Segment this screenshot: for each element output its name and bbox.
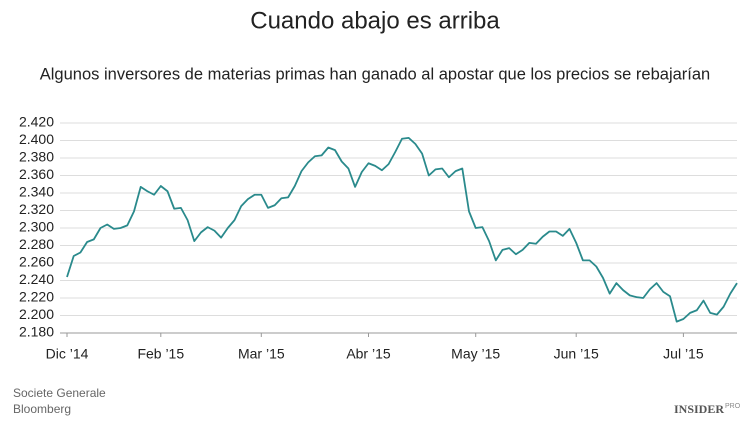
- y-tick-label: 2.320: [19, 201, 54, 217]
- x-tick-label: May ’15: [451, 346, 500, 362]
- y-tick-label: 2.420: [19, 114, 54, 130]
- y-tick-label: 2.240: [19, 271, 54, 287]
- source: Bloomberg: [13, 402, 71, 416]
- y-tick-label: 2.400: [19, 131, 54, 147]
- x-tick-label: Feb ’15: [137, 346, 184, 362]
- y-tick-label: 2.280: [19, 236, 54, 252]
- y-tick-label: 2.340: [19, 184, 54, 200]
- y-tick-label: 2.200: [19, 306, 54, 322]
- y-tick-label: 2.220: [19, 289, 54, 305]
- x-tick-label: Abr ’15: [346, 346, 391, 362]
- x-tick-label: Jul ’15: [663, 346, 704, 362]
- y-tick-label: 2.360: [19, 166, 54, 182]
- brand-sup: PRO: [725, 403, 741, 410]
- x-tick-label: Dic ’14: [46, 346, 89, 362]
- source: Societe Generale: [13, 386, 106, 400]
- x-tick-label: Mar ’15: [238, 346, 285, 362]
- y-tick-label: 2.180: [19, 324, 54, 340]
- brand: INSIDER: [674, 402, 724, 416]
- chart-title: Cuando abajo es arriba: [250, 7, 500, 34]
- y-tick-label: 2.300: [19, 219, 54, 235]
- y-tick-label: 2.260: [19, 254, 54, 270]
- chart-subtitle: Algunos inversores de materias primas ha…: [40, 65, 710, 83]
- x-tick-label: Jun ’15: [554, 346, 599, 362]
- line-series: [66, 136, 738, 323]
- y-tick-label: 2.380: [19, 149, 54, 165]
